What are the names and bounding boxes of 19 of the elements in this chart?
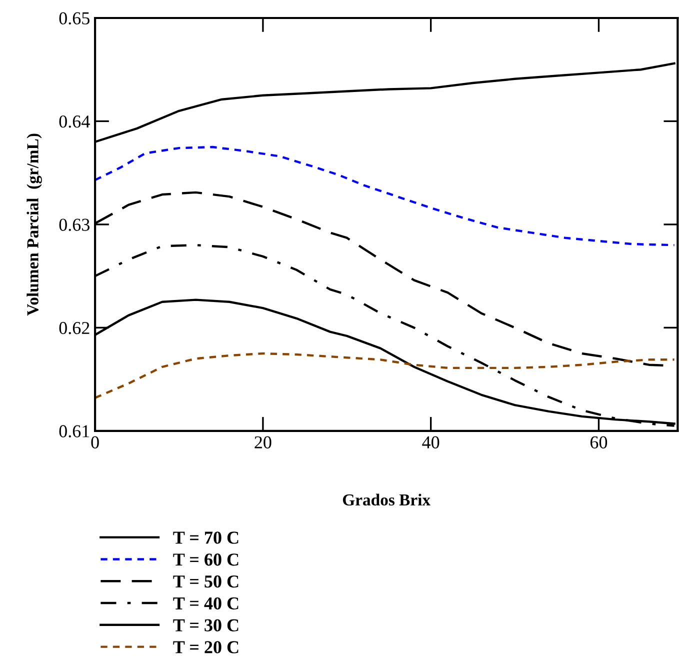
line-series xyxy=(95,146,676,246)
legend-label: T = 40 C xyxy=(173,597,238,610)
x-tick-label: 0 xyxy=(91,436,99,448)
y-tick-label: 0.62 xyxy=(59,322,90,334)
legend-label: T = 20 C xyxy=(173,641,238,654)
x-tick-label: 60 xyxy=(590,436,608,448)
line-series xyxy=(95,352,676,399)
legend-label: T = 30 C xyxy=(173,619,238,632)
legend-label: T = 60 C xyxy=(173,554,238,566)
legend-label: T = 50 C xyxy=(173,575,238,588)
y-tick-label: 0.61 xyxy=(59,425,90,438)
x-tick-label: 20 xyxy=(254,436,272,448)
y-tick-label: 0.63 xyxy=(59,218,90,231)
x-axis-title: Grados Brix xyxy=(342,494,430,506)
y-tick-label: 0.65 xyxy=(59,12,90,25)
x-tick-label: 40 xyxy=(422,436,440,448)
legend-label: T = 70 C xyxy=(173,532,238,544)
y-axis-title: Volumen Parcial (gr/mL) xyxy=(26,134,42,316)
y-tick-label: 0.64 xyxy=(59,115,90,128)
